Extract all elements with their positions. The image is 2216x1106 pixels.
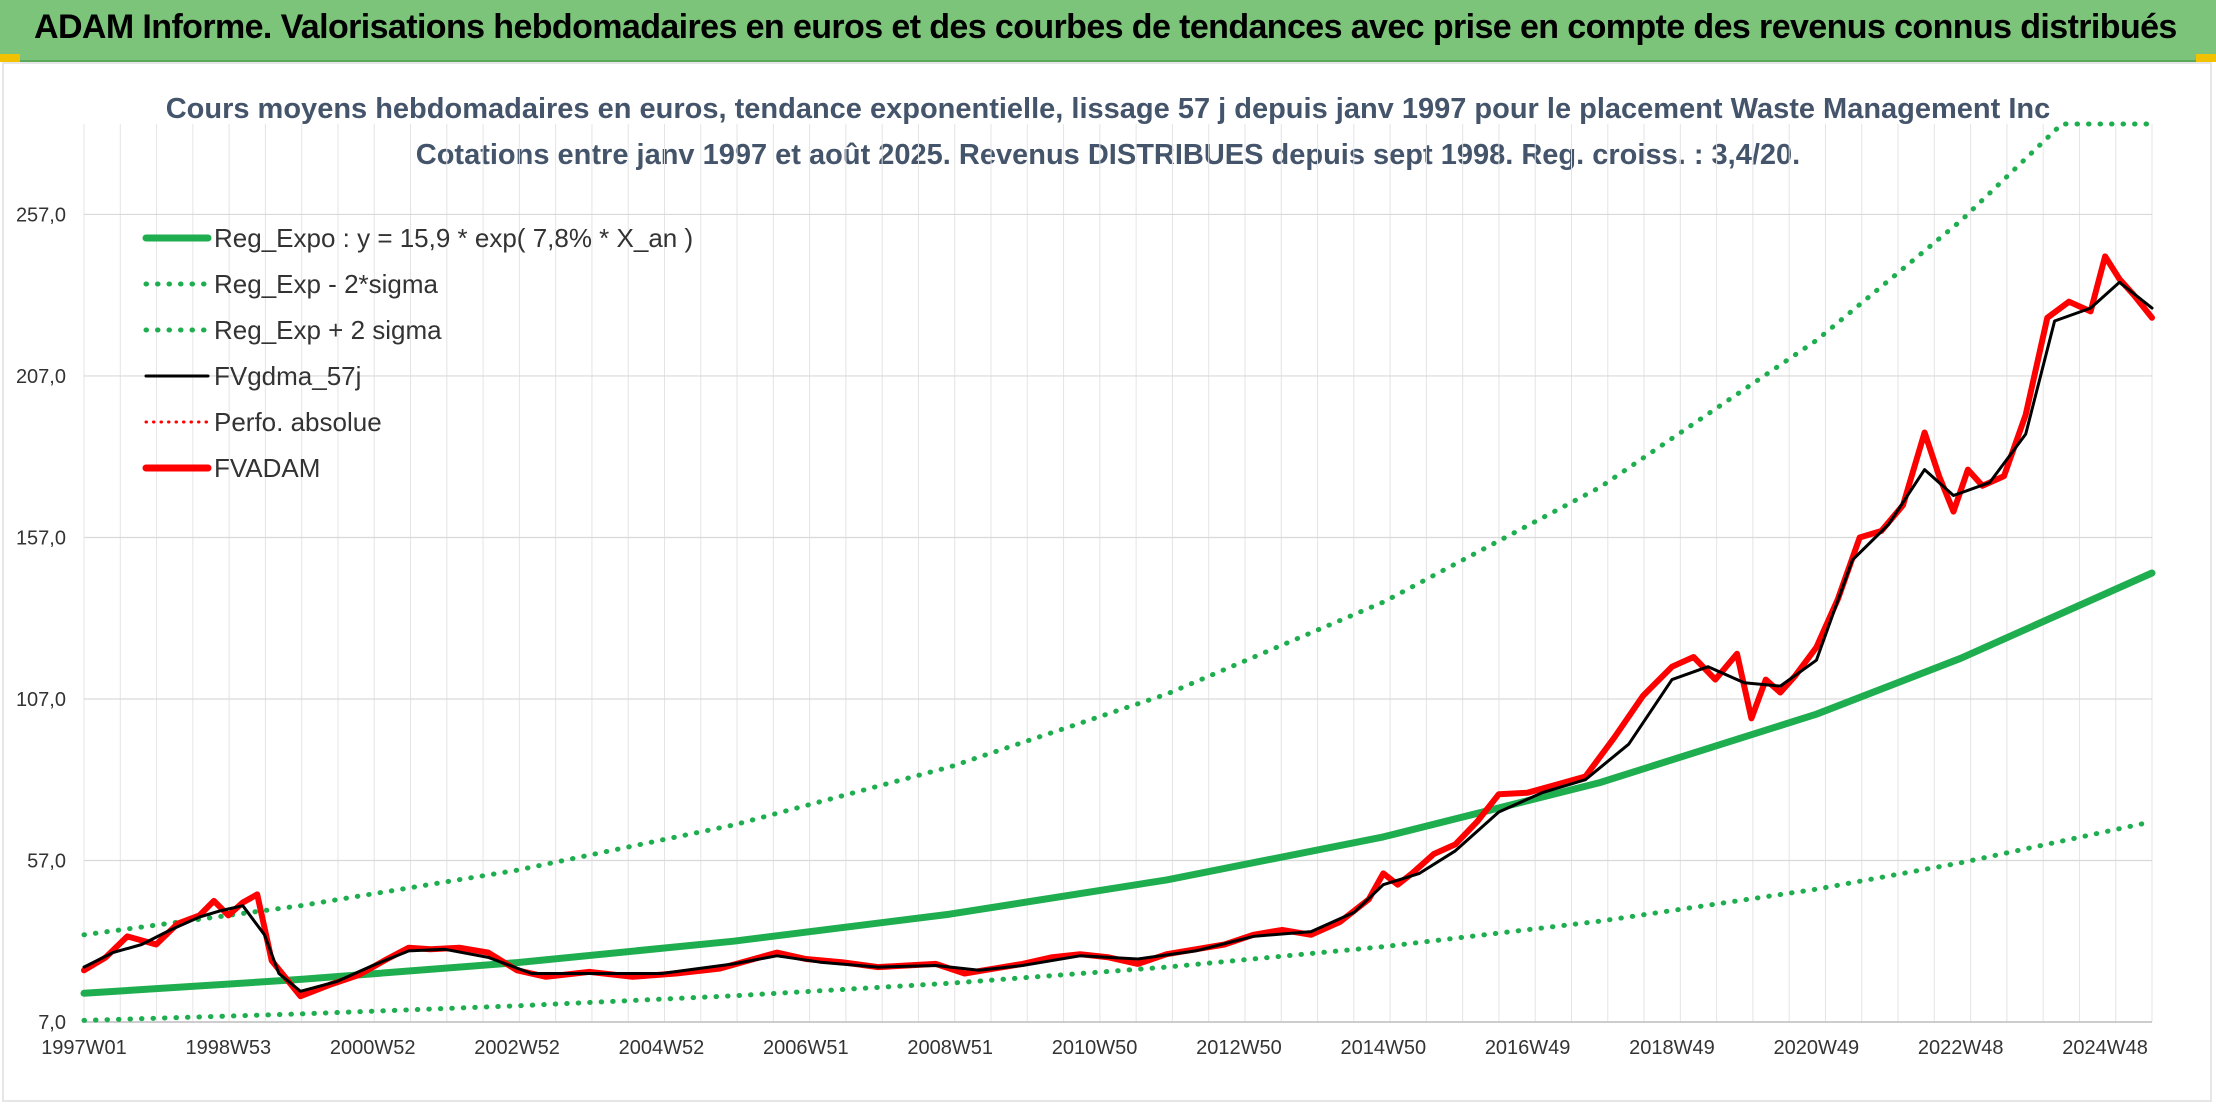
x-tick-label: 2008W51	[907, 1037, 993, 1059]
legend-label: Reg_Exp + 2 sigma	[214, 315, 442, 345]
legend-label: FVgdma_57j	[214, 361, 361, 391]
legend-label: Perfo. absolue	[214, 407, 382, 437]
x-tick-label: 2022W48	[1918, 1037, 2004, 1059]
x-axis-ticks: 1997W01 1998W53 2000W52 2002W52 2004W52 2006W…	[41, 1021, 2152, 1059]
x-tick-label: 2020W49	[1774, 1037, 1860, 1059]
y-tick-label: 57,0	[27, 850, 66, 872]
x-tick-label: 2006W51	[763, 1037, 849, 1059]
legend-label: FVADAM	[214, 453, 320, 483]
x-tick-label: 2024W48	[2062, 1037, 2148, 1059]
report-banner: ADAM Informe. Valorisations hebdomadaire…	[0, 0, 2216, 62]
x-tick-label: 2000W52	[330, 1037, 416, 1059]
legend-label: Reg_Expo : y = 15,9 * exp( 7,8% * X_an )	[214, 223, 693, 253]
x-tick-label: 1998W53	[186, 1037, 272, 1059]
x-tick-label: 2016W49	[1485, 1037, 1571, 1059]
series-line-reg-minus-2sigma	[81, 819, 2155, 1023]
y-tick-label: 7,0	[38, 1012, 66, 1034]
y-tick-label: 257,0	[16, 204, 66, 226]
series-line-fvgdma	[82, 280, 2154, 993]
x-tick-label: 2012W50	[1196, 1037, 1282, 1059]
x-tick-label: 2004W52	[619, 1037, 705, 1059]
legend: Reg_Expo : y = 15,9 * exp( 7,8% * X_an )…	[142, 223, 693, 483]
legend-label: Reg_Exp - 2*sigma	[214, 269, 439, 299]
corner-marker-left	[0, 54, 20, 62]
x-tick-label: 2018W49	[1629, 1037, 1715, 1059]
chart-frame	[2, 62, 2212, 1102]
series-line-reg-expo	[80, 569, 2156, 997]
corner-marker-right	[2196, 54, 2216, 62]
series-line-reg-plus-2sigma	[81, 121, 2155, 938]
x-tick-label: 2014W50	[1340, 1037, 1426, 1059]
x-tick-label: 2002W52	[474, 1037, 560, 1059]
y-axis-ticks: 7,0 57,0 107,0 157,0 207,0 257,0	[16, 204, 66, 1034]
gridlines	[83, 124, 2153, 1023]
y-tick-label: 207,0	[16, 366, 66, 388]
report-title: ADAM Informe. Valorisations hebdomadaire…	[34, 8, 2177, 46]
chart-title: Cours moyens hebdomadaires en euros, ten…	[166, 93, 2051, 125]
x-tick-label: 2010W50	[1052, 1037, 1138, 1059]
y-tick-label: 107,0	[16, 689, 66, 711]
y-tick-label: 157,0	[16, 527, 66, 549]
chart-subtitle: Cotations entre janv 1997 et août 2025. …	[416, 139, 1800, 171]
series-lines	[80, 121, 2156, 1023]
x-tick-label: 1997W01	[41, 1037, 127, 1059]
